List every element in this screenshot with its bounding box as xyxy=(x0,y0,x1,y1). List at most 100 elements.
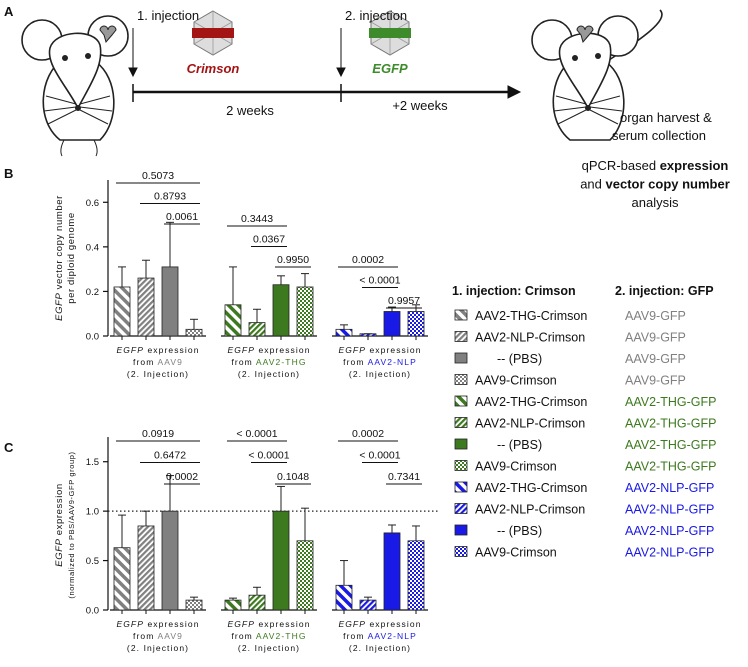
group-label: EGFP expression xyxy=(116,619,199,629)
bar xyxy=(137,525,155,611)
legend-label: AAV2-NLP-Crimson xyxy=(475,331,585,345)
group-label-part: from xyxy=(343,631,367,641)
bar xyxy=(359,599,377,611)
group-label-part: AAV2-THG xyxy=(256,357,307,367)
group-label-part: from xyxy=(231,357,255,367)
legend-label: AAV2-THG-GFP xyxy=(625,417,716,431)
y-label-part: EGFP xyxy=(54,538,65,566)
interval-label: +2 weeks xyxy=(392,98,448,113)
p-value: 0.5073 xyxy=(142,170,174,182)
p-value: 0.0061 xyxy=(166,211,198,223)
bar xyxy=(161,510,179,611)
group-label-part: expression xyxy=(255,619,311,629)
y-tick-label: 1.5 xyxy=(86,457,99,468)
y-axis-label: per diploid genome xyxy=(66,212,77,304)
group-label: from AAV2-NLP xyxy=(343,631,417,641)
error-bar xyxy=(277,275,285,285)
legend-label: AAV2-NLP-GFP xyxy=(625,481,714,495)
legend-label: AAV2-THG-GFP xyxy=(625,438,716,452)
group-label: EGFP expression xyxy=(116,345,199,355)
group-label-part: expression xyxy=(366,345,422,355)
legend-label: AAV9-Crimson xyxy=(475,546,557,560)
y-axis-label: EGFP expression xyxy=(54,483,65,566)
group-label: EGFP expression xyxy=(338,345,421,355)
y-tick-label: 0.0 xyxy=(86,332,99,343)
bar xyxy=(272,510,290,611)
p-value: < 0.0001 xyxy=(248,450,289,462)
analysis-part: vector copy number xyxy=(606,177,730,192)
analysis-part: and xyxy=(580,177,605,192)
error-bar xyxy=(301,507,309,541)
analysis-part: qPCR-based xyxy=(582,158,660,173)
y-tick-label: 0.4 xyxy=(86,242,99,253)
bar xyxy=(407,311,425,337)
legend-label: AAV9-GFP xyxy=(625,352,686,366)
y-tick-label: 0.6 xyxy=(86,198,99,209)
bar xyxy=(272,284,290,337)
y-label-part: expression xyxy=(54,483,65,538)
p-value: 0.0002 xyxy=(166,471,198,483)
bar xyxy=(224,599,242,611)
legend-label: AAV2-THG-Crimson xyxy=(475,481,587,495)
legend-header: 1. injection: Crimson xyxy=(452,284,576,298)
bar xyxy=(224,304,242,337)
group-label: (2. Injection) xyxy=(349,369,411,379)
panel-label: A xyxy=(4,4,14,19)
legend-swatch xyxy=(454,481,468,493)
bar xyxy=(335,584,353,611)
y-tick-label: 0.5 xyxy=(86,556,99,567)
interval-label: 2 weeks xyxy=(226,103,274,118)
mouse-right xyxy=(531,9,663,141)
legend-label: AAV2-THG-Crimson xyxy=(475,395,587,409)
legend-label: AAV2-THG-Crimson xyxy=(475,309,587,323)
legend-label: AAV9-GFP xyxy=(625,309,686,323)
error-bar xyxy=(301,273,309,287)
legend-swatch xyxy=(454,352,468,364)
y-label-part: per diploid genome xyxy=(66,212,77,304)
bar xyxy=(335,328,353,337)
legend-label: AAV2-NLP-Crimson xyxy=(475,417,585,431)
group-label-part: expression xyxy=(366,619,422,629)
group-label-part: AAV2-THG xyxy=(256,631,307,641)
bar xyxy=(161,266,179,337)
bar xyxy=(137,277,155,337)
p-value: < 0.0001 xyxy=(236,428,277,440)
group-label-part: EGFP xyxy=(116,345,144,355)
error-bar xyxy=(229,266,237,305)
group-label: (2. Injection) xyxy=(349,643,411,653)
analysis-part: expression xyxy=(660,158,729,173)
legend-label: -- (PBS) xyxy=(497,438,542,452)
error-bar xyxy=(364,596,372,601)
p-value: 0.0919 xyxy=(142,428,174,440)
group-label-part: AAV9 xyxy=(157,357,183,367)
virus-icon xyxy=(369,10,411,56)
endpoint-label: serum collection xyxy=(612,128,706,143)
injection-label: 1. injection xyxy=(137,8,199,23)
p-value: 0.0002 xyxy=(352,428,384,440)
endpoint-label: organ harvest & xyxy=(620,110,712,125)
y-label-part: EGFP xyxy=(54,293,65,321)
p-value: 0.0002 xyxy=(352,254,384,266)
legend-swatch xyxy=(454,331,468,342)
bar xyxy=(113,286,131,337)
group-label: (2. Injection) xyxy=(127,643,189,653)
p-value: 0.6472 xyxy=(154,450,186,462)
group-label-part: from xyxy=(343,357,367,367)
error-bar xyxy=(142,259,150,279)
error-bar xyxy=(190,318,198,330)
group-label-part: from xyxy=(231,631,255,641)
p-value: 0.9950 xyxy=(277,254,309,266)
group-label: EGFP expression xyxy=(227,345,310,355)
legend-swatch xyxy=(454,546,468,557)
bar xyxy=(113,547,131,611)
group-label-part: from xyxy=(133,357,157,367)
group-label: from AAV2-THG xyxy=(231,357,306,367)
group-label-part: (2. Injection) xyxy=(349,643,411,653)
legend-swatch xyxy=(454,374,468,385)
group-label-part: AAV9 xyxy=(157,631,183,641)
group-label-part: (2. Injection) xyxy=(127,369,189,379)
error-bar xyxy=(253,586,261,596)
panel-label: C xyxy=(4,440,14,455)
group-label-part: EGFP xyxy=(338,345,366,355)
